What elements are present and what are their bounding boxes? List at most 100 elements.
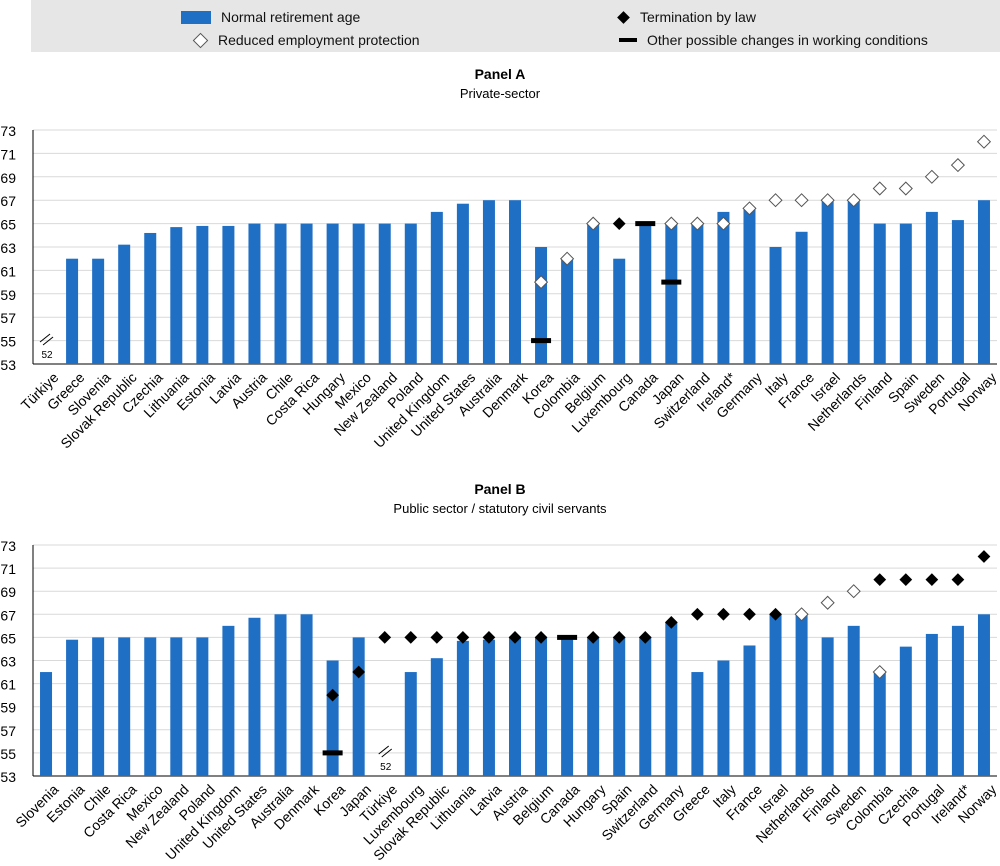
panel-a-bar xyxy=(873,223,886,364)
panel-a-bar xyxy=(743,208,756,364)
panel-b-filled-diamond xyxy=(977,550,991,563)
panel-a-y-tick-label: 63 xyxy=(0,240,16,256)
panel-b-bar xyxy=(743,645,756,776)
panel-b-bar xyxy=(352,637,365,776)
panel-b-filled-diamond xyxy=(899,573,913,587)
panel-a-open-diamond xyxy=(924,169,939,184)
panel-b-bar xyxy=(665,622,678,776)
chart-legend: Normal retirement age Reduced employment… xyxy=(31,0,1000,52)
panel-a-bar xyxy=(92,258,105,364)
panel-b-y-tick-label: 63 xyxy=(0,654,16,670)
panel-b-filled-diamond xyxy=(717,607,730,621)
panel-a-open-diamond xyxy=(742,201,757,216)
panel-b-bar xyxy=(92,637,105,776)
panel-a-bar xyxy=(639,223,652,364)
panel-a-dash-marker xyxy=(635,221,656,227)
panel-b-bar xyxy=(404,672,417,776)
panel-b-bar xyxy=(196,637,209,776)
panel-b-y-tick-label: 73 xyxy=(0,538,16,554)
panel-b-filled-diamond xyxy=(691,607,704,621)
legend-item-open: Reduced employment protection xyxy=(191,31,420,49)
panel-a-bar xyxy=(222,225,235,364)
panel-a-bar xyxy=(274,223,287,364)
panel-a-title: Panel A xyxy=(474,66,526,82)
legend-item-bar: Normal retirement age xyxy=(181,8,360,26)
panel-a-filled-diamond xyxy=(612,217,626,230)
panel-a-dash-marker xyxy=(661,279,682,285)
panel-b-y-tick-label: 69 xyxy=(0,584,16,600)
panel-a-open-diamond xyxy=(846,193,861,208)
panel-a-bar xyxy=(821,200,834,364)
legend-bar-label: Normal retirement age xyxy=(221,9,361,25)
panel-a-y-tick-label: 55 xyxy=(0,334,16,350)
panel-b-bar xyxy=(769,614,782,776)
panel-b-bar xyxy=(899,646,912,776)
panel-a-y-tick-label: 53 xyxy=(0,357,16,373)
panel-a-bar xyxy=(248,223,261,364)
panel-a-open-diamond xyxy=(716,216,731,231)
panel-a-bar xyxy=(300,223,313,364)
panel-b-bar xyxy=(456,640,469,776)
panel-a-open-diamond xyxy=(768,193,783,208)
legend-bar-swatch xyxy=(181,10,211,24)
panel-a-bar xyxy=(404,223,417,364)
panel-b-filled-diamond xyxy=(873,573,887,587)
panel-b-filled-diamond xyxy=(430,631,444,644)
panel-b-y-tick-label: 67 xyxy=(0,607,16,623)
panel-a-bar xyxy=(977,200,990,364)
legend-open-label: Reduced employment protection xyxy=(218,32,420,48)
panel-a-dash-marker xyxy=(531,338,552,344)
panel-a-bar xyxy=(378,223,391,364)
panel-b-y-tick-label: 61 xyxy=(0,677,16,693)
panel-a-open-diamond xyxy=(820,193,835,208)
panel-a-bar xyxy=(951,220,964,364)
panel-a-bar xyxy=(144,232,157,364)
panel-a-y-tick-label: 67 xyxy=(0,193,16,209)
panel-b-bar xyxy=(587,637,600,776)
panel-a-bar xyxy=(430,211,443,364)
panel-a-bar xyxy=(717,211,730,364)
panel-b-filled-diamond xyxy=(378,631,392,644)
panel-a-bar xyxy=(352,223,365,364)
panel-b-bar xyxy=(326,660,339,776)
panel-b-bar xyxy=(40,672,53,776)
panel-b-subtitle: Public sector / statutory civil servants xyxy=(393,501,607,516)
panel-a-axis-break-mark xyxy=(42,336,54,346)
panel-a-bar xyxy=(899,223,912,364)
panel-b-y-tick-label: 65 xyxy=(0,630,16,646)
panel-b-filled-diamond xyxy=(743,607,756,621)
panel-b-y-tick-label: 57 xyxy=(0,723,16,739)
panel-b-bar xyxy=(248,617,261,776)
panel-b-bar xyxy=(509,637,521,776)
panel-a-y-tick-label: 61 xyxy=(0,263,16,279)
panel-b-dash-marker xyxy=(322,750,343,756)
panel-a-open-diamond xyxy=(664,216,679,231)
panel-b-filled-diamond xyxy=(951,573,965,587)
panel-a-bar xyxy=(326,223,339,364)
panel-a-open-diamond xyxy=(872,181,887,196)
panel-a-bar xyxy=(118,244,131,364)
panel-b-title: Panel B xyxy=(474,481,526,497)
panel-a-subtitle: Private-sector xyxy=(459,86,541,101)
panel-b-bar xyxy=(430,658,443,776)
panel-a-y-tick-label: 59 xyxy=(0,287,16,303)
panel-b-filled-diamond xyxy=(404,631,418,644)
panel-a-bar xyxy=(691,223,704,364)
panel-b-bar xyxy=(535,637,548,776)
panel-a-open-diamond xyxy=(976,134,992,149)
panel-a-bar xyxy=(795,231,808,364)
panel-a-axis-break-label: 52 xyxy=(41,350,53,361)
panel-b-axis-break-mark xyxy=(381,748,393,758)
panel-b-bar xyxy=(561,637,574,776)
panel-a-open-diamond xyxy=(690,216,705,231)
panel-a-y-tick-label: 57 xyxy=(0,310,16,326)
panel-a-bar xyxy=(535,247,548,364)
panel-b-dash-marker xyxy=(557,634,578,640)
legend-item-filled: Termination by law xyxy=(615,8,756,26)
panel-b-y-tick-label: 55 xyxy=(0,746,16,762)
panel-b-bar xyxy=(639,637,652,776)
panel-a-y-tick-label: 73 xyxy=(0,123,16,139)
panel-a-bar xyxy=(482,200,495,364)
panel-a-bar xyxy=(66,258,79,364)
panel-a-y-tick-label: 65 xyxy=(0,217,16,233)
